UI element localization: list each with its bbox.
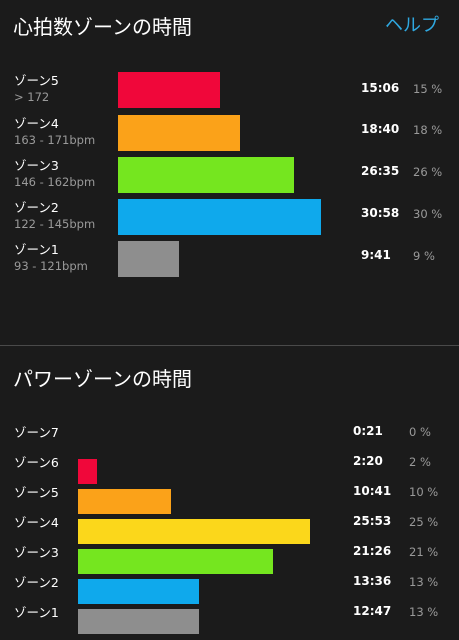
power-zone-name: ゾーン6 <box>14 455 59 470</box>
power-zone-percent: 13 % <box>409 575 439 589</box>
section-divider <box>0 345 459 346</box>
power-zone-percent: 25 % <box>409 515 439 529</box>
power-zone-time: 10:41 <box>353 484 392 498</box>
hr-zone-time: 18:40 <box>361 122 400 136</box>
hr-zone-bar <box>118 241 179 277</box>
hr-zone-time: 26:35 <box>361 164 400 178</box>
power-zone-bar <box>78 459 97 484</box>
power-zones-section: パワーゾーンの時間 ゾーン7 0:21 0 % ゾーン6 2:20 2 % ゾー… <box>0 346 459 640</box>
power-zone-name: ゾーン3 <box>14 545 59 560</box>
hr-zone-percent: 18 % <box>413 123 443 137</box>
hr-zone-name: ゾーン2 <box>14 200 59 215</box>
power-zone-percent: 13 % <box>409 605 439 619</box>
power-zones-title: パワーゾーンの時間 <box>13 367 192 391</box>
hr-zone-range: 146 - 162bpm <box>14 175 96 189</box>
power-zone-time: 2:20 <box>353 454 383 468</box>
power-zone-percent: 10 % <box>409 485 439 499</box>
hr-zone-range: 93 - 121bpm <box>14 259 88 273</box>
hr-zone-range: > 172 <box>14 90 50 104</box>
hr-zone-bar <box>118 115 240 151</box>
power-zone-time: 25:53 <box>353 514 392 528</box>
power-zone-name: ゾーン7 <box>14 425 59 440</box>
power-zone-time: 21:26 <box>353 544 392 558</box>
hr-zone-name: ゾーン5 <box>14 73 59 88</box>
hr-zone-bar <box>118 157 294 193</box>
hr-zone-percent: 9 % <box>413 249 435 263</box>
power-zone-time: 12:47 <box>353 604 392 618</box>
heart-rate-zones-section: 心拍数ゾーンの時間 ヘルプ ゾーン5 > 172 15:06 15 % ゾーン4… <box>13 15 443 277</box>
power-zone-bar <box>78 549 273 574</box>
power-zone-time: 13:36 <box>353 574 392 588</box>
power-zone-bar <box>78 579 199 604</box>
hr-zone-bar <box>118 199 321 235</box>
hr-zone-name: ゾーン4 <box>14 116 59 131</box>
power-zone-name: ゾーン1 <box>14 605 59 620</box>
hr-zone-time: 30:58 <box>361 206 400 220</box>
power-zone-percent: 21 % <box>409 545 439 559</box>
power-zone-bar <box>78 609 199 634</box>
power-zone-bar <box>78 489 171 514</box>
hr-zone-percent: 26 % <box>413 165 443 179</box>
hr-zone-bar <box>118 72 220 108</box>
hr-zone-name: ゾーン1 <box>14 242 59 257</box>
hr-zone-percent: 15 % <box>413 82 443 96</box>
power-zone-name: ゾーン5 <box>14 485 59 500</box>
heart-rate-zones-title: 心拍数ゾーンの時間 <box>13 15 192 39</box>
hr-zone-time: 15:06 <box>361 81 400 95</box>
power-zone-name: ゾーン2 <box>14 575 59 590</box>
power-zone-percent: 0 % <box>409 425 431 439</box>
help-link[interactable]: ヘルプ <box>385 15 439 36</box>
hr-zone-range: 163 - 171bpm <box>14 133 96 147</box>
power-zone-bar <box>78 519 310 544</box>
hr-zone-time: 9:41 <box>361 248 391 262</box>
power-zone-percent: 2 % <box>409 455 431 469</box>
power-zone-time: 0:21 <box>353 424 383 438</box>
hr-zone-range: 122 - 145bpm <box>14 217 96 231</box>
power-zone-name: ゾーン4 <box>14 515 59 530</box>
hr-zone-name: ゾーン3 <box>14 158 59 173</box>
hr-zone-percent: 30 % <box>413 207 443 221</box>
